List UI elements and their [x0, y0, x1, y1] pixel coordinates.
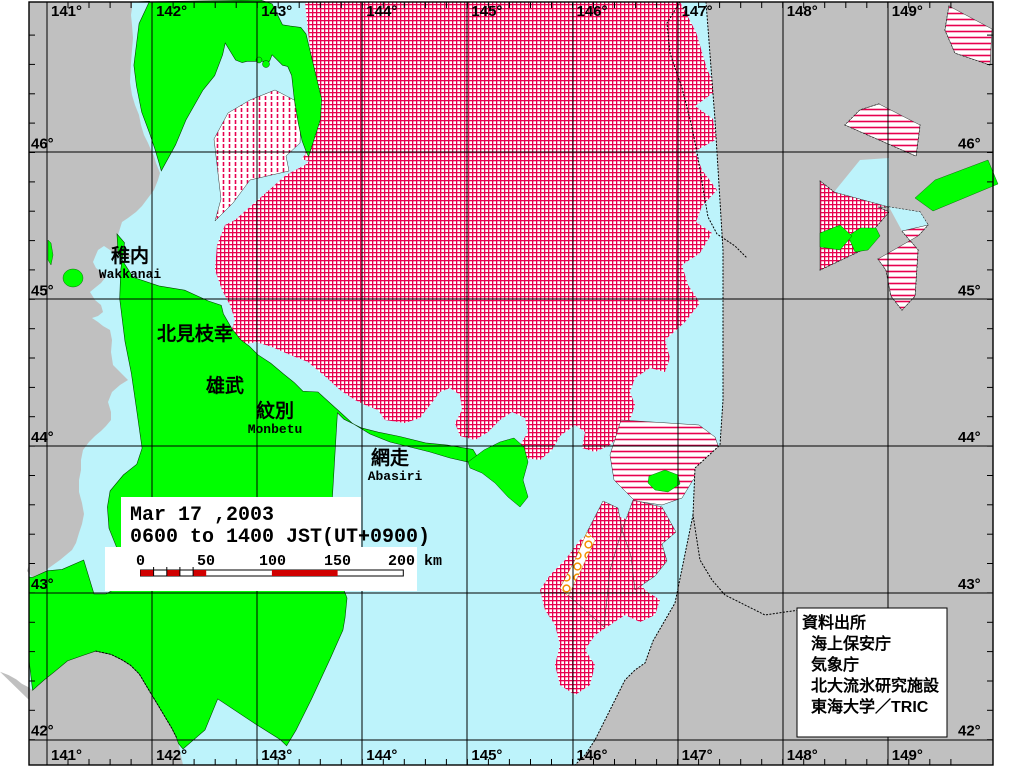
svg-text:紋別: 紋別: [256, 399, 294, 422]
svg-text:148°: 148°: [787, 3, 818, 20]
svg-text:145°: 145°: [471, 3, 502, 20]
svg-text:149°: 149°: [892, 747, 923, 764]
svg-text:46°: 46°: [31, 136, 54, 153]
svg-text:Wakkanai: Wakkanai: [99, 267, 162, 282]
svg-text:北見枝幸: 北見枝幸: [157, 322, 233, 345]
svg-text:海上保安庁: 海上保安庁: [811, 634, 891, 653]
svg-text:Abasiri: Abasiri: [368, 469, 423, 484]
svg-text:42°: 42°: [31, 723, 54, 740]
svg-text:稚内: 稚内: [111, 244, 149, 267]
svg-text:Monbetu: Monbetu: [248, 422, 303, 437]
svg-text:42°: 42°: [958, 723, 981, 740]
svg-text:44°: 44°: [958, 429, 981, 446]
svg-text:147°: 147°: [682, 747, 713, 764]
svg-text:145°: 145°: [471, 747, 502, 764]
svg-text:150: 150: [324, 553, 351, 570]
svg-text:45°: 45°: [31, 282, 54, 299]
svg-text:北大流氷研究施設: 北大流氷研究施設: [811, 676, 940, 695]
svg-text:気象庁: 気象庁: [811, 655, 859, 674]
svg-text:148°: 148°: [787, 747, 818, 764]
svg-text:0: 0: [136, 553, 145, 570]
svg-text:144°: 144°: [366, 747, 397, 764]
svg-text:142°: 142°: [156, 747, 187, 764]
svg-text:46°: 46°: [958, 136, 981, 153]
svg-text:50: 50: [197, 553, 215, 570]
svg-text:100: 100: [259, 553, 286, 570]
svg-text:資料出所: 資料出所: [802, 613, 866, 632]
svg-text:雄武: 雄武: [205, 374, 244, 397]
svg-text:141°: 141°: [51, 3, 82, 20]
svg-text:147°: 147°: [682, 3, 713, 20]
svg-text:200 km: 200 km: [388, 553, 442, 570]
svg-text:146°: 146°: [577, 747, 608, 764]
svg-text:43°: 43°: [958, 576, 981, 593]
svg-text:149°: 149°: [892, 3, 923, 20]
svg-text:143°: 143°: [261, 3, 292, 20]
svg-text:東海大学／TRIC: 東海大学／TRIC: [811, 697, 929, 716]
svg-text:143°: 143°: [261, 747, 292, 764]
svg-text:141°: 141°: [51, 747, 82, 764]
svg-text:Mar 17 ,2003: Mar 17 ,2003: [130, 504, 274, 527]
svg-text:0600 to 1400 JST(UT+0900): 0600 to 1400 JST(UT+0900): [130, 526, 430, 549]
svg-text:142°: 142°: [156, 3, 187, 20]
svg-text:44°: 44°: [31, 429, 54, 446]
svg-text:144°: 144°: [366, 3, 397, 20]
svg-text:45°: 45°: [958, 282, 981, 299]
svg-text:43°: 43°: [31, 576, 54, 593]
svg-text:146°: 146°: [577, 3, 608, 20]
svg-text:網走: 網走: [371, 446, 409, 469]
